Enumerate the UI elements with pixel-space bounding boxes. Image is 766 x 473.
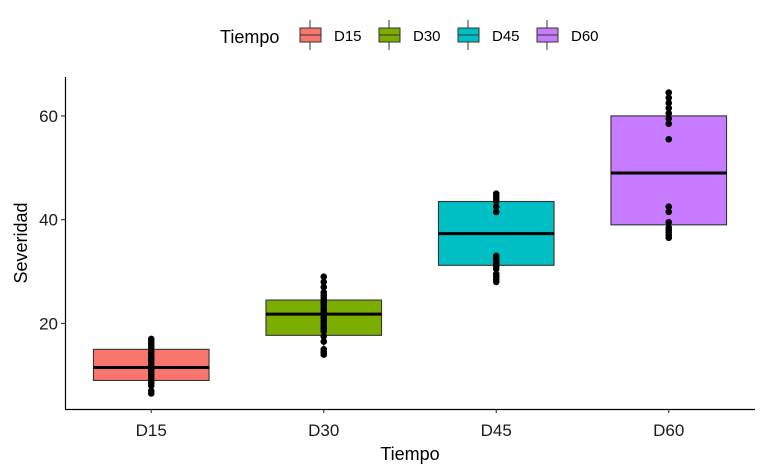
y-tick-label: 60 bbox=[39, 107, 58, 126]
legend-item-d15: D15 bbox=[299, 20, 362, 50]
legend-item-d30: D30 bbox=[378, 20, 441, 50]
y-axis-title: Severidad bbox=[11, 202, 31, 283]
data-point bbox=[665, 135, 673, 143]
x-axis: D15 D30 D45 D60 bbox=[65, 408, 755, 440]
data-point bbox=[492, 198, 500, 205]
y-tick-label: 20 bbox=[39, 314, 58, 333]
box-group-d60 bbox=[610, 89, 728, 242]
box-group-d45 bbox=[437, 190, 555, 286]
legend-item-d45: D45 bbox=[457, 20, 520, 50]
data-point bbox=[665, 208, 673, 216]
data-point bbox=[320, 351, 328, 358]
y-axis: 20 40 60 bbox=[39, 77, 67, 409]
data-point bbox=[147, 382, 155, 389]
legend-item-d60: D60 bbox=[536, 20, 599, 50]
legend-title: Tiempo bbox=[220, 27, 279, 47]
data-point bbox=[665, 120, 673, 127]
data-point bbox=[665, 89, 673, 96]
data-point bbox=[492, 203, 500, 210]
x-tick-label: D15 bbox=[136, 421, 167, 440]
data-point bbox=[665, 110, 673, 117]
data-point bbox=[665, 234, 673, 242]
box-group-d30 bbox=[265, 273, 383, 358]
legend-label: D30 bbox=[413, 28, 441, 45]
data-point bbox=[665, 115, 673, 122]
data-point bbox=[492, 265, 500, 273]
data-point bbox=[492, 208, 500, 216]
data-point bbox=[665, 218, 673, 226]
data-point bbox=[665, 203, 673, 210]
data-point bbox=[320, 283, 328, 291]
data-point bbox=[320, 327, 328, 335]
x-ticks: D15 D30 D45 D60 bbox=[136, 409, 684, 440]
data-point bbox=[492, 278, 500, 286]
data-point bbox=[665, 94, 673, 102]
legend-label: D60 bbox=[571, 28, 599, 45]
legend-items: D15 D30 D45 D60 bbox=[299, 20, 599, 50]
legend-label: D15 bbox=[334, 28, 362, 45]
plot-area bbox=[92, 89, 728, 397]
data-point bbox=[665, 99, 673, 107]
legend: Tiempo D15 D30 D45 D60 bbox=[220, 20, 599, 50]
y-ticks: 20 40 60 bbox=[39, 107, 65, 333]
data-point bbox=[320, 333, 328, 340]
x-tick-label: D60 bbox=[653, 421, 684, 440]
box-group-d15 bbox=[92, 335, 210, 397]
data-point bbox=[320, 278, 328, 286]
y-tick-label: 40 bbox=[39, 211, 58, 230]
x-tick-label: D45 bbox=[481, 421, 512, 440]
x-axis-title: Tiempo bbox=[380, 444, 439, 464]
data-point bbox=[320, 338, 328, 345]
data-point bbox=[665, 104, 673, 112]
data-point bbox=[147, 390, 155, 397]
legend-label: D45 bbox=[492, 28, 520, 45]
x-tick-label: D30 bbox=[308, 421, 339, 440]
data-point bbox=[320, 273, 328, 281]
